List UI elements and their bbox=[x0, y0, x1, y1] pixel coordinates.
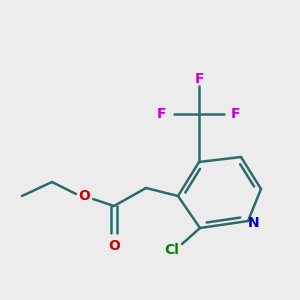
Text: F: F bbox=[194, 72, 204, 86]
Text: O: O bbox=[78, 189, 90, 203]
Text: O: O bbox=[108, 239, 120, 253]
Text: F: F bbox=[157, 107, 167, 121]
Text: Cl: Cl bbox=[165, 243, 179, 257]
Text: N: N bbox=[248, 216, 260, 230]
Text: F: F bbox=[231, 107, 241, 121]
